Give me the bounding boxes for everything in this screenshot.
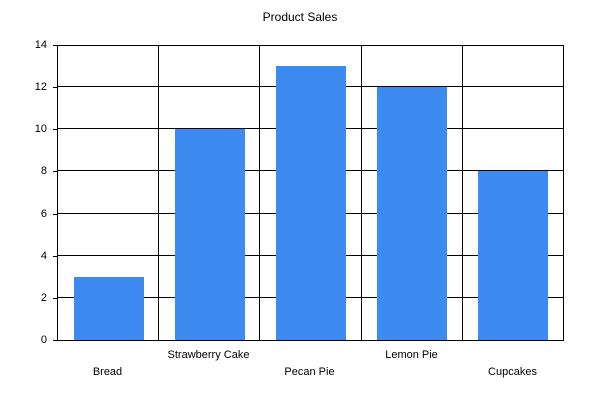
y-tick-mark [53, 297, 57, 299]
x-category-label: Bread [92, 366, 123, 378]
x-category-label: Pecan Pie [284, 366, 335, 378]
v-gridline [563, 45, 564, 340]
bar [478, 171, 548, 340]
y-tick-label: 10 [34, 123, 47, 136]
v-gridline [158, 45, 159, 340]
y-tick-mark [53, 129, 57, 131]
bar [276, 66, 346, 340]
y-tick-label: 12 [34, 81, 47, 94]
v-gridline [361, 45, 362, 340]
bar [175, 129, 245, 340]
h-gridline [58, 45, 564, 46]
y-tick-mark [53, 171, 57, 173]
v-gridline [259, 45, 260, 340]
x-category-label: Strawberry Cake [167, 349, 250, 361]
y-tick-label: 14 [34, 39, 47, 51]
y-tick-label: 0 [40, 334, 47, 346]
x-axis-labels: Bread Strawberry Cake Pecan Pie Lemon Pie Cu… [57, 341, 563, 396]
y-tick-label: 2 [40, 291, 47, 304]
y-tick-mark [53, 340, 57, 341]
y-axis-labels: 0 2 4 6 8 10 12 14 [0, 39, 57, 346]
y-tick-mark [53, 255, 57, 257]
y-tick-label: 8 [40, 165, 47, 178]
y-tick-label: 6 [40, 207, 47, 220]
y-tick-mark [53, 213, 57, 215]
chart-title: Product Sales [262, 10, 338, 24]
v-gridline [462, 45, 463, 340]
y-tick-mark [53, 87, 57, 89]
x-category-label: Lemon Pie [385, 349, 438, 361]
y-tick-mark [53, 45, 57, 46]
x-category-label: Cupcakes [488, 366, 537, 378]
y-tick-label: 4 [40, 249, 47, 262]
plot-area [57, 45, 564, 341]
bar [377, 87, 447, 340]
bar [74, 277, 144, 340]
